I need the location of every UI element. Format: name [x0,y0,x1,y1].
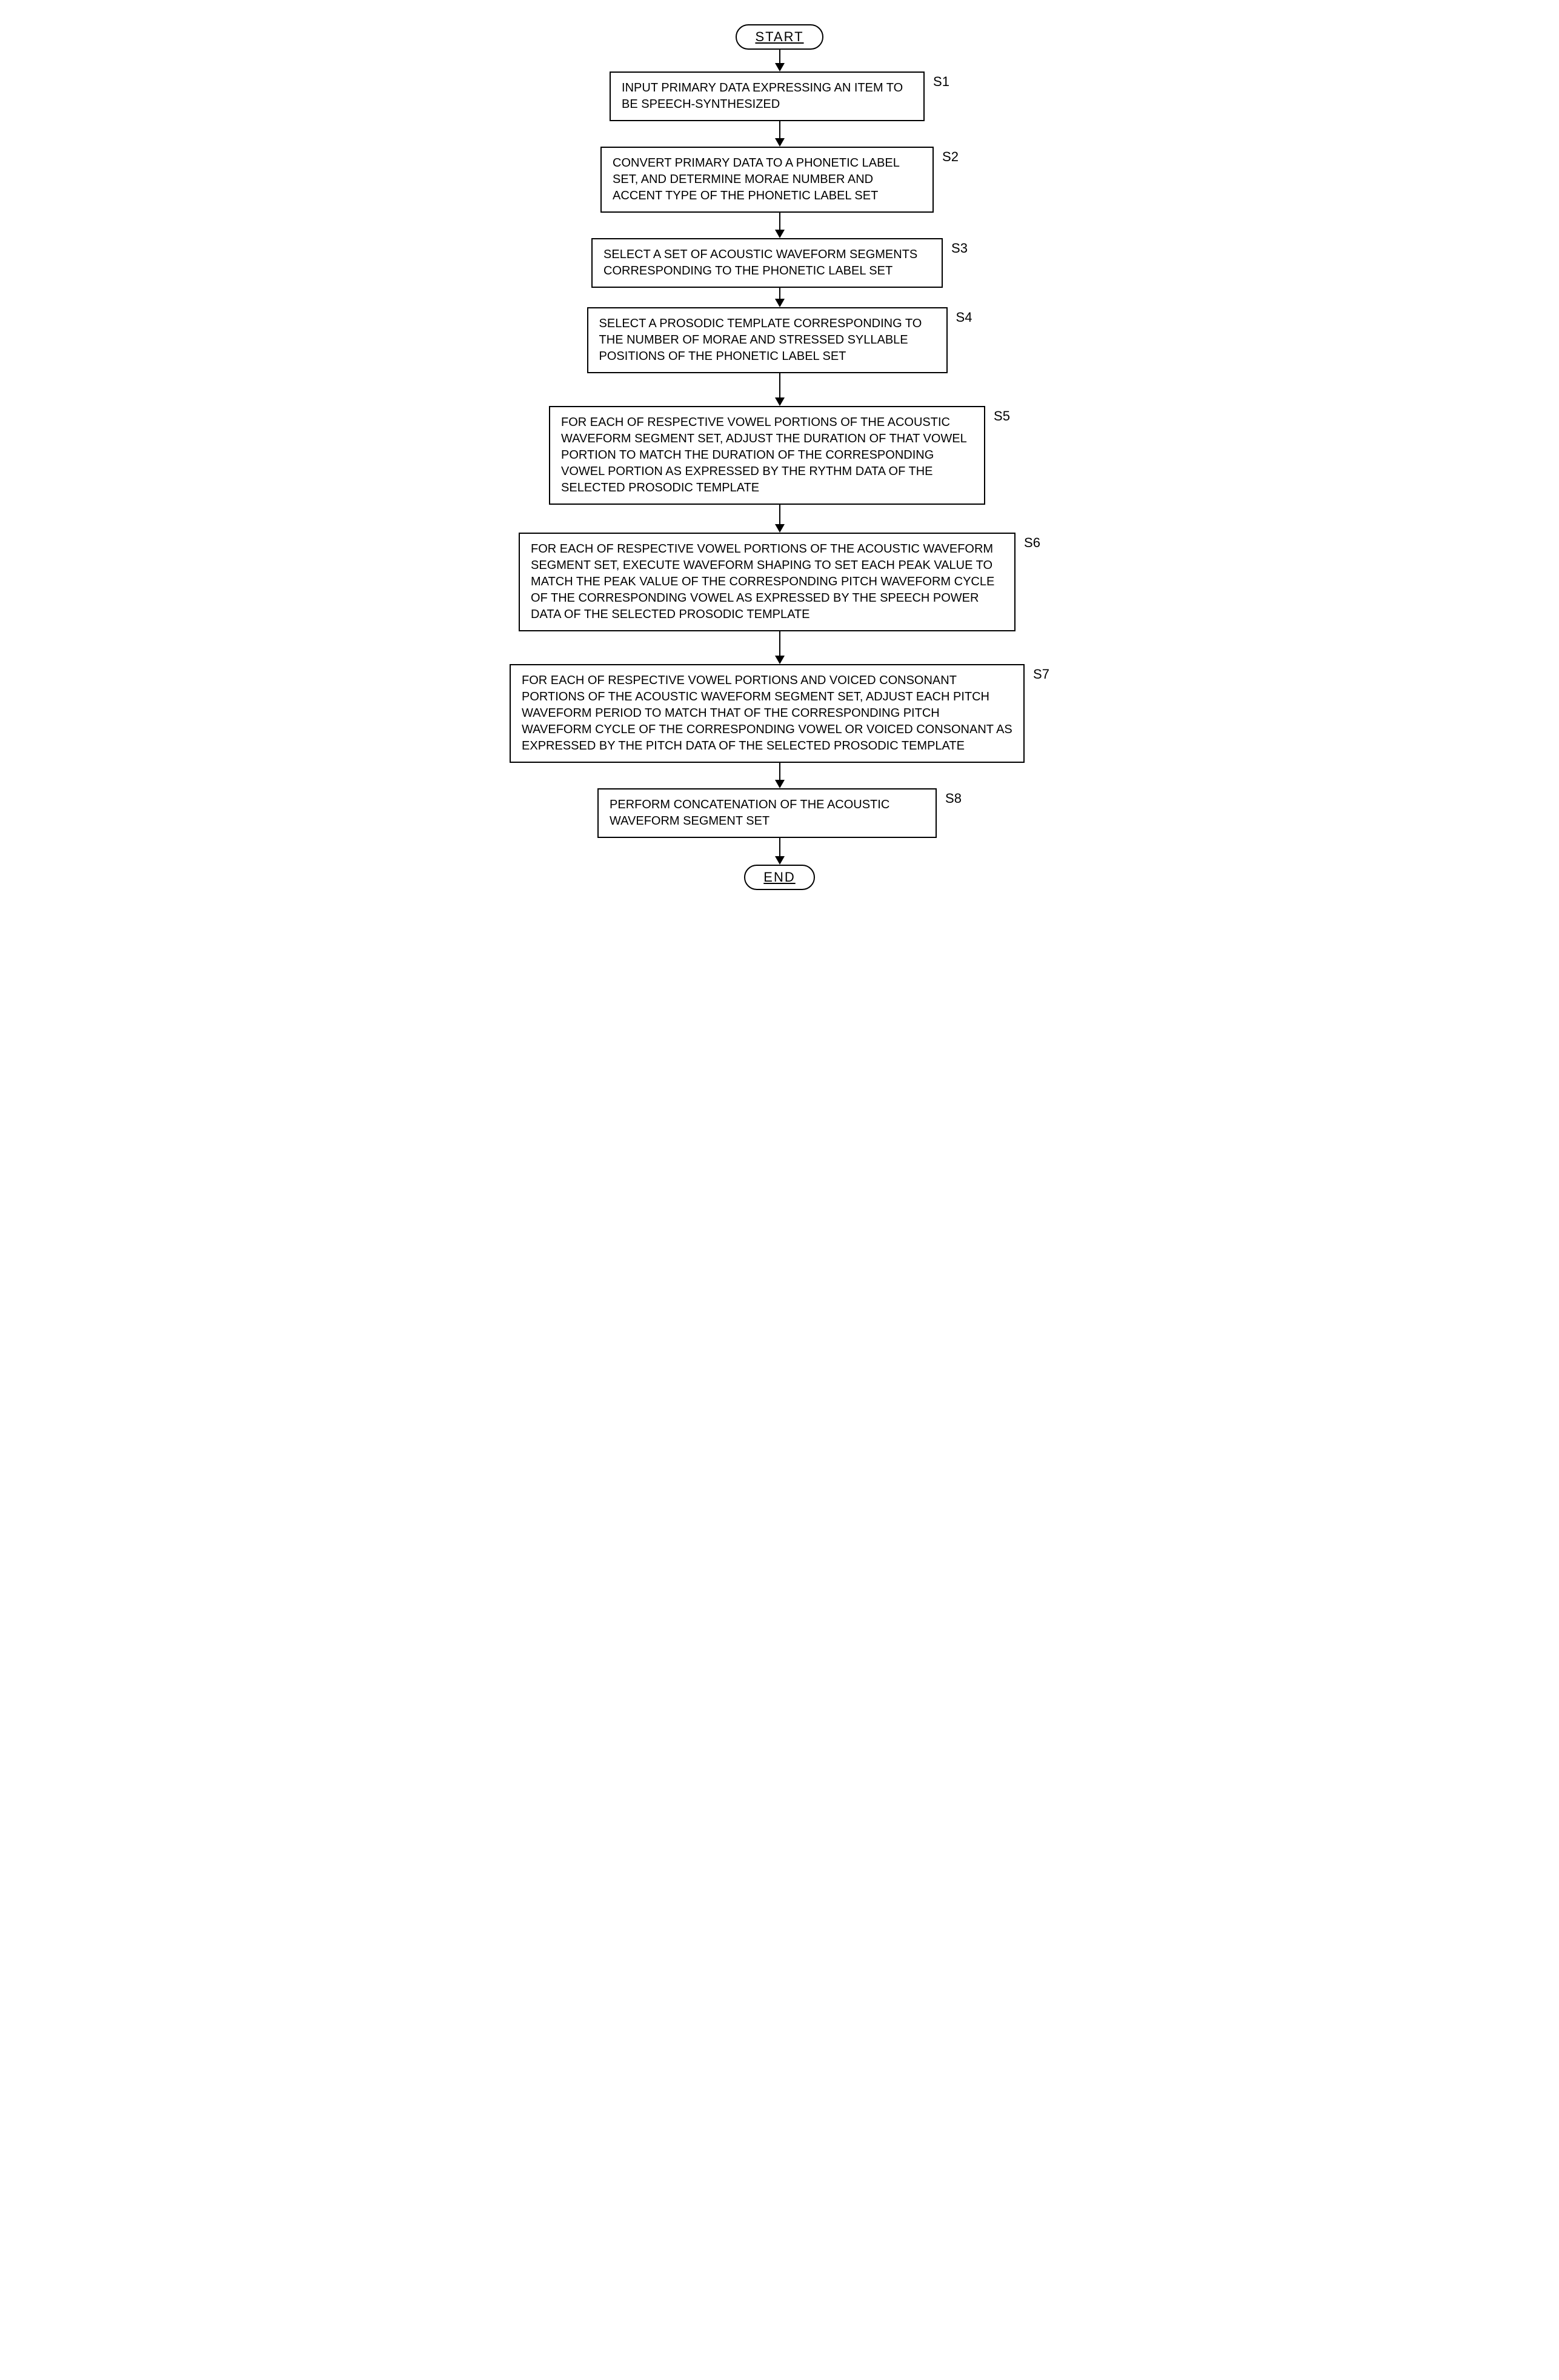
arrow-line [779,288,780,299]
arrow-line [779,121,780,138]
step-row-s7: FOR EACH OF RESPECTIVE VOWEL PORTIONS AN… [507,664,1052,763]
step-label-s3: S3 [943,238,968,256]
start-label: START [755,29,803,44]
arrow-head-icon [775,63,785,71]
arrow-line [779,50,780,63]
arrow [775,213,785,238]
process-box-s6: FOR EACH OF RESPECTIVE VOWEL PORTIONS OF… [519,533,1016,631]
step-label-s6: S6 [1016,533,1040,551]
arrow-line [779,213,780,230]
arrow-head-icon [775,856,785,865]
process-text: INPUT PRIMARY DATA EXPRESSING AN ITEM TO… [622,81,903,111]
process-text: SELECT A SET OF ACOUSTIC WAVEFORM SEGMEN… [603,248,917,278]
arrow-head-icon [775,230,785,238]
arrow-head-icon [775,524,785,533]
arrow [775,50,785,71]
arrow-line [779,838,780,856]
end-terminal: END [744,865,814,890]
arrow-head-icon [775,299,785,307]
step-row-s5: FOR EACH OF RESPECTIVE VOWEL PORTIONS OF… [507,406,1052,505]
arrow-head-icon [775,138,785,147]
arrow-head-icon [775,397,785,406]
process-text: CONVERT PRIMARY DATA TO A PHONETIC LABEL… [613,156,899,202]
arrow-head-icon [775,780,785,788]
process-box-s3: SELECT A SET OF ACOUSTIC WAVEFORM SEGMEN… [591,238,943,288]
step-label-s1: S1 [925,71,949,90]
step-label-s7: S7 [1025,664,1049,682]
arrow [775,373,785,406]
step-row-s4: SELECT A PROSODIC TEMPLATE CORRESPONDING… [507,307,1052,373]
end-label: END [763,869,795,885]
process-text: SELECT A PROSODIC TEMPLATE CORRESPONDING… [599,317,922,363]
start-terminal: START [736,24,823,50]
step-row-s1: INPUT PRIMARY DATA EXPRESSING AN ITEM TO… [507,71,1052,121]
step-label-s5: S5 [985,406,1010,424]
step-row-s6: FOR EACH OF RESPECTIVE VOWEL PORTIONS OF… [507,533,1052,631]
step-row-s8: PERFORM CONCATENATION OF THE ACOUSTIC WA… [507,788,1052,838]
arrow [775,505,785,533]
process-text: FOR EACH OF RESPECTIVE VOWEL PORTIONS AN… [522,674,1012,753]
arrow [775,631,785,664]
arrow [775,763,785,788]
arrow [775,121,785,147]
process-box-s8: PERFORM CONCATENATION OF THE ACOUSTIC WA… [597,788,937,838]
process-text: FOR EACH OF RESPECTIVE VOWEL PORTIONS OF… [561,416,966,494]
flowchart-container: START INPUT PRIMARY DATA EXPRESSING AN I… [507,24,1052,890]
arrow-line [779,373,780,397]
step-row-s2: CONVERT PRIMARY DATA TO A PHONETIC LABEL… [507,147,1052,213]
arrow-line [779,763,780,780]
arrow-head-icon [775,656,785,664]
process-text: FOR EACH OF RESPECTIVE VOWEL PORTIONS OF… [531,542,994,621]
process-box-s1: INPUT PRIMARY DATA EXPRESSING AN ITEM TO… [610,71,925,121]
process-box-s5: FOR EACH OF RESPECTIVE VOWEL PORTIONS OF… [549,406,985,505]
step-label-s2: S2 [934,147,959,165]
step-label-s8: S8 [937,788,962,806]
arrow-line [779,631,780,656]
process-box-s2: CONVERT PRIMARY DATA TO A PHONETIC LABEL… [600,147,934,213]
arrow [775,288,785,307]
step-row-s3: SELECT A SET OF ACOUSTIC WAVEFORM SEGMEN… [507,238,1052,288]
arrow [775,838,785,865]
process-box-s4: SELECT A PROSODIC TEMPLATE CORRESPONDING… [587,307,948,373]
process-box-s7: FOR EACH OF RESPECTIVE VOWEL PORTIONS AN… [510,664,1025,763]
process-text: PERFORM CONCATENATION OF THE ACOUSTIC WA… [610,798,889,828]
step-label-s4: S4 [948,307,972,325]
steps-container: INPUT PRIMARY DATA EXPRESSING AN ITEM TO… [507,50,1052,865]
arrow-line [779,505,780,524]
